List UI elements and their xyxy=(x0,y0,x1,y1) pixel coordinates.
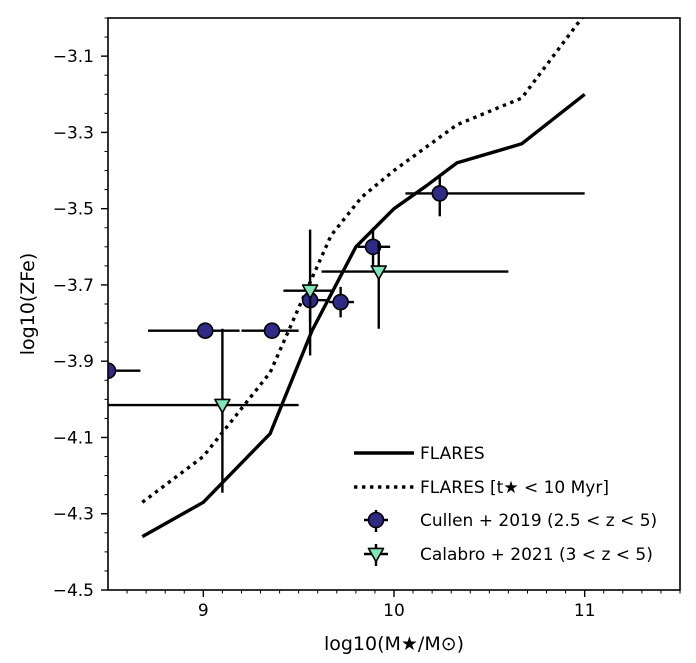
data-point-3-1 xyxy=(283,229,333,356)
triangle-marker xyxy=(301,284,319,300)
data-point-2-4 xyxy=(329,286,354,318)
y-tick-label-7: −3.1 xyxy=(53,47,94,67)
plot-frame xyxy=(107,17,681,591)
circle-marker xyxy=(364,238,382,256)
data-point-2-5 xyxy=(357,227,391,266)
circle-marker xyxy=(108,362,117,380)
legend-item-1: FLARES [t★ < 10 Myr] xyxy=(354,478,609,498)
y-tick-label-3: −3.9 xyxy=(53,352,94,372)
legend: FLARES FLARES [t★ < 10 Myr] Cullen + 2019 … xyxy=(354,444,657,566)
legend-circle-marker xyxy=(367,511,385,529)
circle-marker xyxy=(263,322,281,339)
legend-item-2: Cullen + 2019 (2.5 < z < 5) xyxy=(364,510,657,532)
triangle-marker xyxy=(214,398,231,414)
data-point-2-0 xyxy=(108,362,141,380)
legend-label-2: Cullen + 2019 (2.5 < z < 5) xyxy=(420,511,657,531)
x-axis-label: log10(M★/M⊙) xyxy=(324,633,464,655)
x-tick-label-2: 11 xyxy=(574,601,596,621)
y-tick-label-0: −4.5 xyxy=(53,581,94,601)
legend-item-0: FLARES xyxy=(354,444,485,464)
series-line-1 xyxy=(141,18,584,504)
y-tick-label-4: −3.7 xyxy=(53,276,94,296)
y-tick-label-1: −4.3 xyxy=(53,505,94,525)
data-point-3-2 xyxy=(321,241,509,329)
legend-triangle-marker xyxy=(367,547,385,563)
data-point-2-2 xyxy=(241,322,299,339)
circle-marker xyxy=(332,293,349,311)
x-tick-label-0: 9 xyxy=(198,601,209,621)
y-tick-label-6: −3.3 xyxy=(53,123,94,143)
y-axis-label: log10(ZFe) xyxy=(17,253,39,356)
series-line-0 xyxy=(141,92,586,539)
circle-marker xyxy=(196,322,214,339)
data-point-2-1 xyxy=(148,322,240,339)
plot-area xyxy=(108,18,586,539)
triangle-marker xyxy=(370,265,388,280)
legend-item-3: Calabro + 2021 (3 < z < 5) xyxy=(364,544,653,566)
data-point-2-6 xyxy=(405,174,585,217)
circle-marker xyxy=(431,185,449,202)
legend-label-3: Calabro + 2021 (3 < z < 5) xyxy=(420,545,653,565)
data-point-3-0 xyxy=(108,328,299,493)
y-tick-label-5: −3.5 xyxy=(53,200,94,220)
x-tick-label-1: 10 xyxy=(383,601,405,621)
legend-label-1: FLARES [t★ < 10 Myr] xyxy=(420,478,609,498)
axes: 9 10 11 −4.5 −4.3 −4.1 −3.9 −3.7 −3.5 −3.3 −3.1 xyxy=(53,17,681,621)
y-tick-label-2: −4.1 xyxy=(53,428,94,448)
legend-label-0: FLARES xyxy=(420,444,485,464)
